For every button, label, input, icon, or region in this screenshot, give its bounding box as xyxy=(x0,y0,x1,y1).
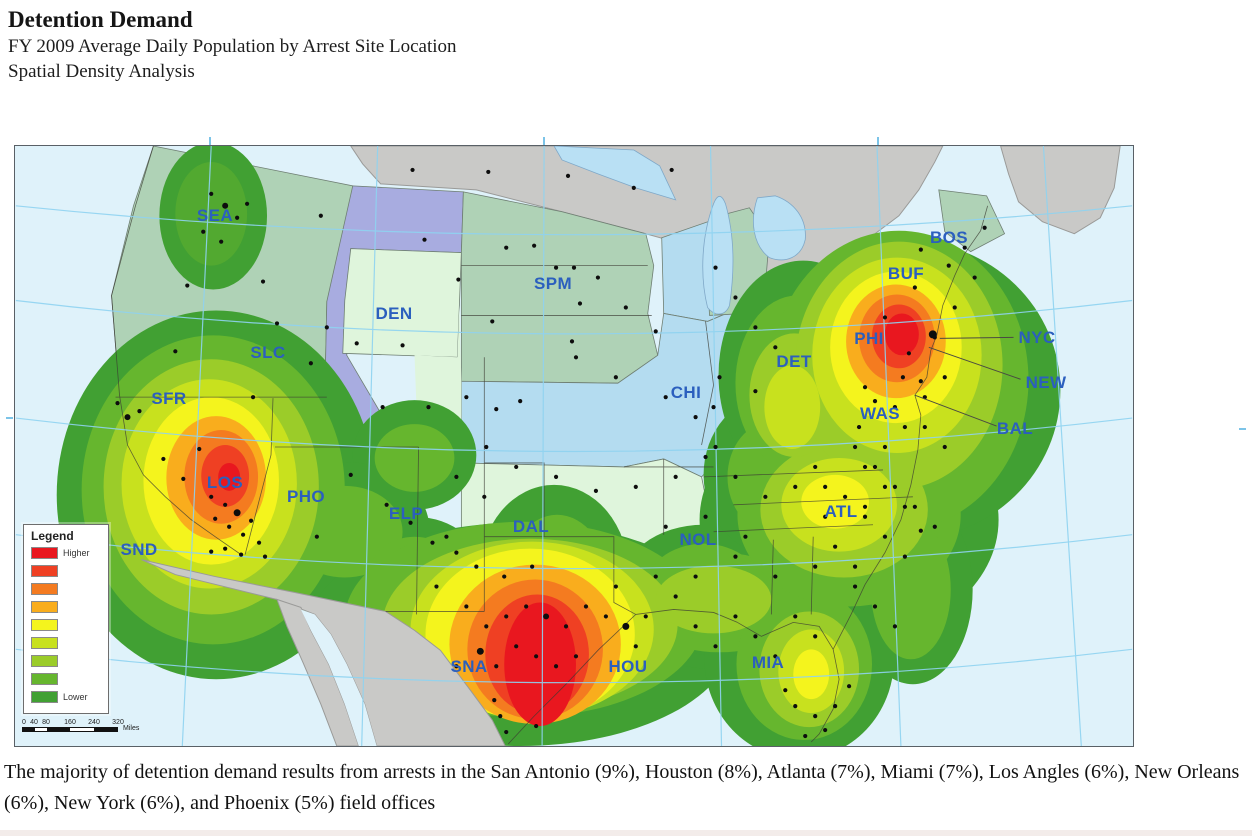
legend-swatch xyxy=(31,565,58,577)
legend-lower-label: Lower xyxy=(63,692,88,702)
legend: Legend Higher Lower xyxy=(23,524,109,714)
scale-tick: 240 xyxy=(88,719,100,726)
map-label-det: DET xyxy=(776,352,812,371)
legend-swatch xyxy=(31,547,58,559)
density-band-higher xyxy=(218,313,919,727)
map-label-was: WAS xyxy=(860,404,900,423)
scale-tick: 80 xyxy=(42,719,50,726)
map-label-sea: SEA xyxy=(196,206,234,225)
map-label-snd: SND xyxy=(120,540,158,559)
map-label-dal: DAL xyxy=(512,517,550,536)
map-label-nol: NOL xyxy=(679,530,717,549)
map-label-mia: MIA xyxy=(751,653,785,672)
density-map: SEA SPM DEN SLC CHI DET BUF BOS PHI NYC … xyxy=(14,145,1134,747)
gulf-of-california xyxy=(300,609,377,746)
graticule-tick xyxy=(209,137,211,145)
scale-bar-ticks: 0 40 80 160 240 320 xyxy=(22,719,172,727)
map-label-buf: BUF xyxy=(887,264,925,283)
legend-swatch xyxy=(31,583,58,595)
scale-bar: 0 40 80 160 240 320 Miles xyxy=(22,719,172,732)
map-label-den: DEN xyxy=(375,304,413,323)
map-label-pho: PHO xyxy=(286,487,326,506)
map-caption: The majority of detention demand results… xyxy=(4,761,1240,814)
graticule-tick xyxy=(1239,428,1246,430)
bottom-strip xyxy=(0,830,1252,836)
map-label-phi: PHI xyxy=(854,329,884,348)
scale-tick: 0 xyxy=(22,719,26,726)
graticule-tick xyxy=(877,137,879,145)
legend-swatch xyxy=(31,673,58,685)
legend-swatch xyxy=(31,619,58,631)
scale-tick: 40 xyxy=(30,719,38,726)
map-label-los: LOS xyxy=(206,473,244,492)
map-label-spm: SPM xyxy=(533,274,573,293)
great-lakes xyxy=(553,146,908,315)
scale-bar-unit: Miles xyxy=(123,725,140,732)
map-label-bal: BAL xyxy=(996,419,1034,438)
scale-tick: 320 xyxy=(112,719,124,726)
page-subtitle-2: Spatial Density Analysis xyxy=(8,61,195,82)
page-title: Detention Demand xyxy=(8,7,193,32)
legend-higher-label: Higher xyxy=(63,548,90,558)
map-label-sna: SNA xyxy=(450,657,488,676)
map-label-chi: CHI xyxy=(670,383,702,402)
legend-swatch xyxy=(31,655,58,667)
map-label-new: NEW xyxy=(1025,373,1067,392)
map-label-atl: ATL xyxy=(824,502,858,521)
map-label-nyc: NYC xyxy=(1018,328,1056,347)
legend-swatch xyxy=(31,601,58,613)
page-subtitle-1: FY 2009 Average Daily Population by Arre… xyxy=(8,36,457,57)
legend-swatch xyxy=(31,637,58,649)
legend-title: Legend xyxy=(31,529,74,543)
label-leader-lines xyxy=(914,336,1021,427)
legend-swatch xyxy=(31,691,58,703)
map-label-hou: HOU xyxy=(608,657,648,676)
scale-bar-segments xyxy=(22,727,118,732)
map-label-elp: ELP xyxy=(388,504,424,523)
graticule-tick xyxy=(543,137,545,145)
graticule-tick xyxy=(6,417,13,419)
arrest-site-dots xyxy=(115,167,987,739)
map-label-bos: BOS xyxy=(929,228,969,247)
scale-tick: 160 xyxy=(64,719,76,726)
map-label-slc: SLC xyxy=(250,343,286,362)
density-map-svg xyxy=(15,146,1133,746)
map-label-sfr: SFR xyxy=(151,389,187,408)
map-header: Detention Demand FY 2009 Average Daily P… xyxy=(8,6,457,84)
